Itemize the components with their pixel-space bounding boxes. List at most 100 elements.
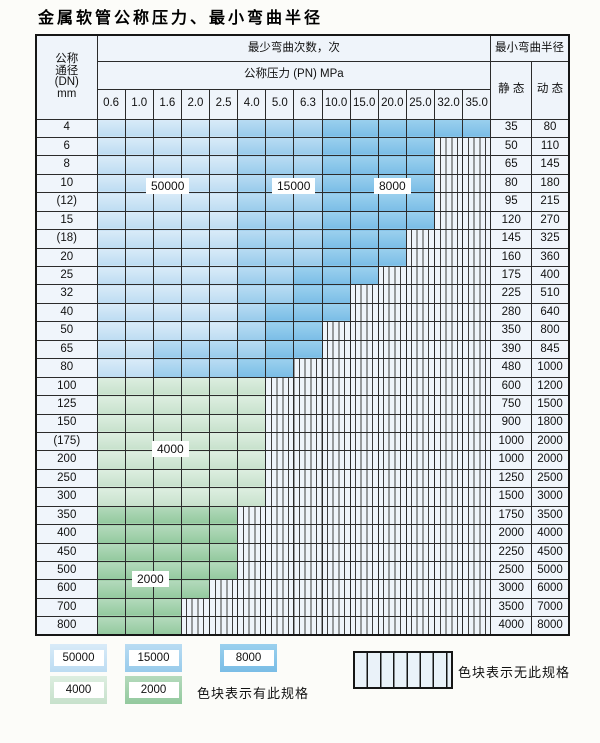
static-radius-cell: 3500 xyxy=(490,597,533,618)
cell-2000 xyxy=(96,616,126,636)
cell-no-spec xyxy=(377,542,407,563)
cell-2000 xyxy=(180,505,211,526)
cell-no-spec xyxy=(433,302,464,323)
cycle-label: 4000 xyxy=(152,441,189,457)
cell-8000 xyxy=(265,358,295,378)
legend-swatch-15000: 15000 xyxy=(125,644,182,672)
cell-no-spec xyxy=(433,450,464,470)
dn-cell: 400 xyxy=(35,524,98,544)
table-row: 250 1250 2500 xyxy=(35,468,570,489)
cell-50000 xyxy=(96,136,126,157)
cell-4000 xyxy=(124,450,154,470)
dn-cell: 800 xyxy=(35,616,98,636)
cell-4000 xyxy=(96,450,126,470)
cell-4000 xyxy=(96,468,126,489)
cell-4000 xyxy=(237,395,267,415)
cell-no-spec xyxy=(349,284,379,304)
legend-swatch-50000: 50000 xyxy=(50,644,107,672)
corner-header: 公称 通径 (DN) mm xyxy=(35,34,98,120)
cell-4000 xyxy=(237,450,267,470)
cell-no-spec xyxy=(321,450,351,470)
cell-no-spec xyxy=(265,505,295,526)
cell-50000 xyxy=(124,284,154,304)
cell-no-spec xyxy=(462,339,492,360)
cell-2000 xyxy=(124,616,154,636)
cell-no-spec xyxy=(265,468,295,489)
cell-no-spec xyxy=(433,265,464,286)
cell-50000 xyxy=(124,265,154,286)
cell-no-spec xyxy=(462,302,492,323)
cell-no-spec xyxy=(293,395,323,415)
cell-no-spec xyxy=(433,339,464,360)
cell-8000 xyxy=(321,247,351,268)
cycle-label: 8000 xyxy=(374,178,411,194)
legend-no-spec-swatch xyxy=(353,651,453,689)
cell-no-spec xyxy=(293,376,323,397)
cell-15000 xyxy=(237,321,267,341)
cell-50000 xyxy=(152,192,182,212)
cell-no-spec xyxy=(462,524,492,544)
cell-no-spec xyxy=(293,616,323,636)
cell-no-spec xyxy=(405,597,436,618)
cell-15000 xyxy=(237,247,267,268)
cell-15000 xyxy=(152,339,182,360)
cell-50000 xyxy=(96,358,126,378)
cell-50000 xyxy=(152,247,182,268)
cell-50000 xyxy=(208,229,239,249)
cell-50000 xyxy=(152,229,182,249)
cell-no-spec xyxy=(405,524,436,544)
table-row: 4 35 80 xyxy=(35,118,570,138)
table-row: 8 65 145 xyxy=(35,155,570,175)
static-radius-cell: 95 xyxy=(490,192,533,212)
cell-no-spec xyxy=(293,597,323,618)
dynamic-radius-cell: 270 xyxy=(531,210,570,231)
table-row: 400 2000 4000 xyxy=(35,524,570,544)
cell-2000 xyxy=(208,560,239,581)
cell-8000 xyxy=(349,155,379,175)
cell-15000 xyxy=(265,155,295,175)
cell-15000 xyxy=(265,284,295,304)
cell-15000 xyxy=(180,339,211,360)
cell-no-spec xyxy=(349,339,379,360)
cell-50000 xyxy=(180,210,211,231)
cell-no-spec xyxy=(321,616,351,636)
cell-15000 xyxy=(265,210,295,231)
cell-no-spec xyxy=(237,505,267,526)
cell-no-spec xyxy=(349,395,379,415)
cell-no-spec xyxy=(321,395,351,415)
cell-no-spec xyxy=(433,597,464,618)
cell-no-spec xyxy=(237,542,267,563)
cell-50000 xyxy=(124,210,154,231)
cell-no-spec xyxy=(265,487,295,507)
cell-no-spec xyxy=(462,579,492,599)
cell-no-spec xyxy=(433,376,464,397)
table-row: (12) 95 215 xyxy=(35,192,570,212)
cell-8000 xyxy=(321,229,351,249)
table-row: 15 120 270 xyxy=(35,210,570,231)
dynamic-radius-cell: 2500 xyxy=(531,468,570,489)
cell-no-spec xyxy=(293,524,323,544)
pressure-column-header: 32.0 xyxy=(433,88,464,120)
dn-cell: 250 xyxy=(35,468,98,489)
cell-50000 xyxy=(96,247,126,268)
cell-2000 xyxy=(96,597,126,618)
cell-50000 xyxy=(208,265,239,286)
static-radius-cell: 2250 xyxy=(490,542,533,563)
cell-8000 xyxy=(293,265,323,286)
cell-15000 xyxy=(265,136,295,157)
table-row: (18) 145 325 xyxy=(35,229,570,249)
cell-no-spec xyxy=(321,597,351,618)
cell-50000 xyxy=(96,284,126,304)
cell-15000 xyxy=(152,358,182,378)
cell-50000 xyxy=(208,284,239,304)
cell-4000 xyxy=(208,376,239,397)
cell-no-spec xyxy=(349,505,379,526)
pressure-column-header: 5.0 xyxy=(265,88,295,120)
legend-swatch-label: 50000 xyxy=(53,650,104,666)
cell-15000 xyxy=(293,192,323,212)
pressure-column-header: 4.0 xyxy=(237,88,267,120)
cell-50000 xyxy=(208,247,239,268)
cell-2000 xyxy=(208,524,239,544)
cell-50000 xyxy=(152,118,182,138)
cell-50000 xyxy=(124,358,154,378)
